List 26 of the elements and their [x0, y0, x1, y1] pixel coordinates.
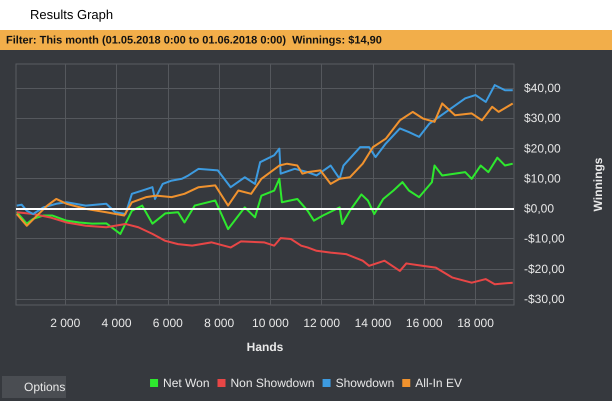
- x-tick-label: 10 000: [252, 316, 290, 330]
- legend-label: Net Won: [163, 376, 210, 390]
- x-axis-title: Hands: [246, 340, 284, 354]
- legend-label: Non Showdown: [230, 376, 315, 390]
- legend-label: Showdown: [336, 376, 394, 390]
- chart-title: Results Graph: [30, 7, 114, 22]
- x-tick-label: 4 000: [102, 316, 132, 330]
- legend-label: All-In EV: [415, 376, 462, 390]
- y-tick-label: $20,00: [524, 141, 562, 156]
- x-tick-label: 16 000: [406, 316, 443, 330]
- y-tick-label: -$10,00: [524, 232, 566, 246]
- y-tick-label: $30,00: [524, 111, 562, 126]
- x-tick-label: 14 000: [354, 316, 392, 330]
- y-tick-label: $0,00: [524, 202, 554, 216]
- y-axis-title: Winnings: [591, 157, 605, 212]
- y-tick-label: -$30,00: [524, 292, 566, 306]
- x-tick-label: 18 000: [457, 316, 494, 330]
- text: Options: [24, 380, 66, 394]
- chart-subtitle: Filter: This month (01.05.2018 0:00 to 01.06.2018 0:00) Winnings: $14,90: [6, 34, 382, 46]
- y-tick-label: -$20,00: [524, 262, 566, 276]
- x-tick-label: 12 000: [303, 316, 340, 330]
- x-tick-label: 8 000: [204, 316, 234, 330]
- y-tick-label: $10,00: [524, 171, 562, 186]
- x-tick-label: 6 000: [152, 316, 184, 330]
- y-tick-label: $40,00: [524, 81, 562, 96]
- x-tick-label: 2 000: [50, 316, 81, 330]
